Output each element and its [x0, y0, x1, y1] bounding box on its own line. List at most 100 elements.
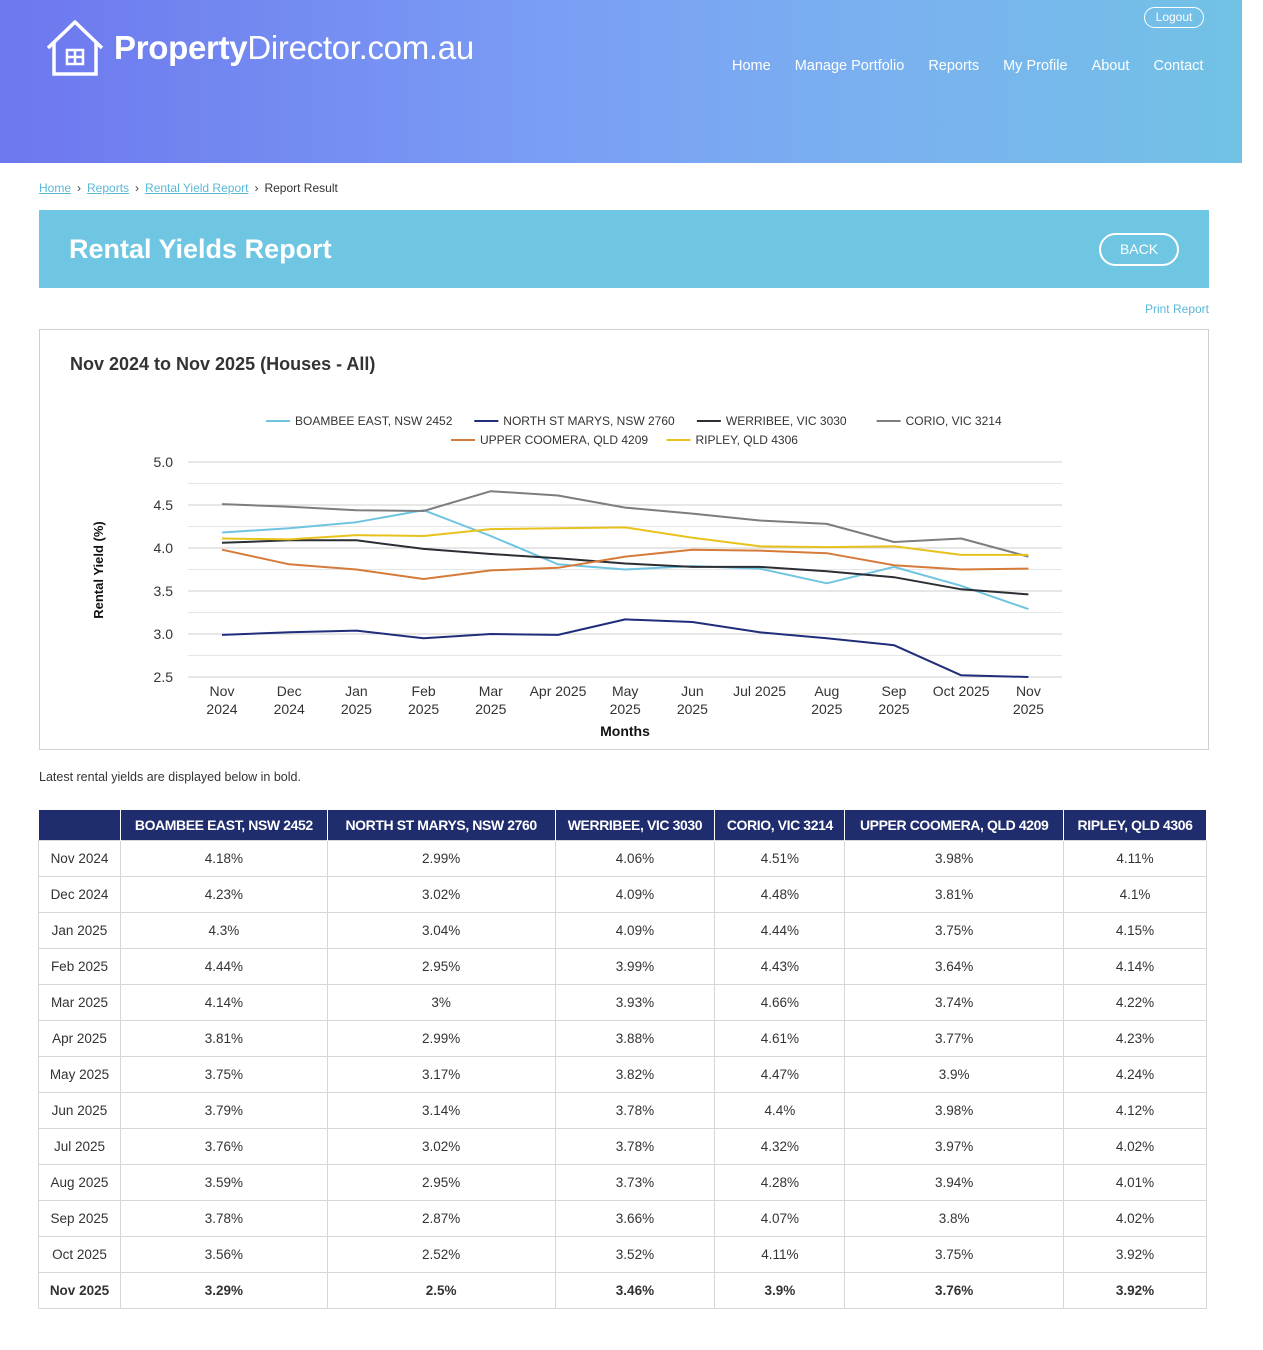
nav-my-profile[interactable]: My Profile	[1003, 58, 1068, 74]
yield-cell: 3.02%	[326, 1127, 556, 1165]
x-tick-label: 2024	[274, 701, 305, 717]
yield-cell: 3.94%	[844, 1163, 1065, 1201]
table-row: Sep 2025 3.78% 2.87% 3.66% 4.07% 3.8% 4.02%	[38, 1199, 1207, 1237]
row-month: Nov 2025	[38, 1271, 121, 1309]
report-banner: Rental Yields Report BACK	[39, 210, 1209, 288]
yield-cell: 3.9%	[844, 1055, 1065, 1093]
yield-cell: 3.76%	[844, 1271, 1065, 1309]
logout-button[interactable]: Logout	[1144, 7, 1204, 28]
yield-cell: 4.02%	[1063, 1199, 1207, 1237]
rental-yield-table: BOAMBEE EAST, NSW 2452 NORTH ST MARYS, NS…	[38, 810, 1207, 1309]
yield-cell: 4.32%	[714, 1127, 846, 1165]
table-row: Nov 2024 4.18% 2.99% 4.06% 4.51% 3.98% 4.11%	[38, 839, 1207, 877]
yield-cell: 3.02%	[326, 875, 556, 913]
column-header: CORIO, VIC 3214	[714, 810, 846, 840]
nav-home[interactable]: Home	[732, 58, 771, 74]
x-axis-title: Months	[600, 723, 650, 739]
legend-label: BOAMBEE EAST, NSW 2452	[295, 414, 453, 428]
yield-cell: 4.22%	[1063, 983, 1207, 1021]
x-tick-label: Oct 2025	[933, 683, 990, 699]
row-month: Jun 2025	[38, 1091, 121, 1129]
series-line	[221, 509, 1029, 611]
yield-cell: 3.97%	[844, 1127, 1065, 1165]
legend-label: WERRIBEE, VIC 3030	[726, 414, 847, 428]
table-row: Jun 2025 3.79% 3.14% 3.78% 4.4% 3.98% 4.12%	[38, 1091, 1207, 1129]
yield-cell: 3.92%	[1063, 1235, 1207, 1273]
x-tick-label: 2025	[811, 701, 842, 717]
yield-cell: 4.11%	[1063, 839, 1207, 877]
table-row: May 2025 3.75% 3.17% 3.82% 4.47% 3.9% 4.24%	[38, 1055, 1207, 1093]
house-logo-icon	[46, 20, 104, 76]
table-header-row: BOAMBEE EAST, NSW 2452 NORTH ST MARYS, NS…	[38, 810, 1207, 840]
nav-reports[interactable]: Reports	[928, 58, 980, 74]
breadcrumb-rental-yield-report[interactable]: Rental Yield Report	[145, 181, 249, 195]
x-tick-label: 2025	[610, 701, 641, 717]
x-tick-label: 2025	[408, 701, 439, 717]
yield-cell: 3.79%	[119, 1091, 328, 1129]
yield-cell: 4.14%	[119, 983, 328, 1021]
nav-about[interactable]: About	[1091, 58, 1130, 74]
table-row: Oct 2025 3.56% 2.52% 3.52% 4.11% 3.75% 3.92%	[38, 1235, 1207, 1273]
yield-cell: 2.52%	[326, 1235, 556, 1273]
yield-cell: 3.82%	[554, 1055, 716, 1093]
yield-cell: 3.88%	[554, 1019, 716, 1057]
table-row: Feb 2025 4.44% 2.95% 3.99% 4.43% 3.64% 4.14%	[38, 947, 1207, 985]
nav-contact[interactable]: Contact	[1153, 58, 1204, 74]
yield-cell: 4.1%	[1063, 875, 1207, 913]
yield-cell: 4.01%	[1063, 1163, 1207, 1201]
series-line	[221, 548, 1029, 580]
row-month: Apr 2025	[38, 1019, 121, 1057]
yield-cell: 2.95%	[326, 1163, 556, 1201]
yield-cell: 3.29%	[119, 1271, 328, 1309]
yield-cell: 4.18%	[119, 839, 328, 877]
nav-manage-portfolio[interactable]: Manage Portfolio	[794, 58, 905, 74]
yield-cell: 3.04%	[326, 911, 556, 949]
y-tick-label: 3.5	[154, 583, 174, 599]
y-tick-label: 3.0	[154, 626, 174, 642]
breadcrumb-reports[interactable]: Reports	[87, 181, 130, 195]
print-report-link[interactable]: Print Report	[1144, 302, 1209, 316]
legend-label: UPPER COOMERA, QLD 4209	[480, 433, 648, 447]
yield-cell: 3.81%	[119, 1019, 328, 1057]
yield-cell: 3.9%	[714, 1271, 846, 1309]
x-tick-label: Feb	[412, 683, 436, 699]
yield-cell: 2.99%	[326, 839, 556, 877]
column-header: WERRIBEE, VIC 3030	[555, 810, 716, 840]
yield-cell: 4.15%	[1063, 911, 1207, 949]
yield-cell: 4.14%	[1063, 947, 1207, 985]
breadcrumb-home[interactable]: Home	[39, 181, 72, 195]
page-title: Rental Yields Report	[69, 234, 332, 264]
row-month: Oct 2025	[38, 1235, 121, 1273]
yield-cell: 4.66%	[714, 983, 846, 1021]
x-tick-label: Nov	[210, 683, 235, 699]
y-tick-label: 5.0	[154, 454, 174, 470]
x-tick-label: 2024	[206, 701, 237, 717]
yield-cell: 3.93%	[554, 983, 716, 1021]
yield-cell: 4.24%	[1063, 1055, 1207, 1093]
y-axis-title: Rental Yield (%)	[91, 521, 106, 619]
table-row: Jan 2025 4.3% 3.04% 4.09% 4.44% 3.75% 4.15%	[38, 911, 1207, 949]
x-tick-label: Jun	[681, 683, 704, 699]
table-row: Aug 2025 3.59% 2.95% 3.73% 4.28% 3.94% 4.01%	[38, 1163, 1207, 1201]
column-header: RIPLEY, QLD 4306	[1063, 810, 1207, 840]
site-logo[interactable]: PropertyDirector.com.au	[44, 18, 474, 76]
brand-name: PropertyDirector.com.au	[114, 31, 474, 64]
yield-cell: 3.75%	[844, 911, 1065, 949]
legend-label: RIPLEY, QLD 4306	[695, 433, 798, 447]
back-button[interactable]: BACK	[1099, 233, 1179, 266]
chart-panel: Nov 2024 to Nov 2025 (Houses - All) 5.0 4…	[39, 329, 1209, 750]
yield-cell: 3.66%	[554, 1199, 716, 1237]
yield-cell: 3.98%	[844, 1091, 1065, 1129]
yield-cell: 3.78%	[119, 1199, 328, 1237]
yield-cell: 2.95%	[326, 947, 556, 985]
yield-cell: 3.92%	[1063, 1271, 1207, 1309]
yield-cell: 4.4%	[714, 1091, 846, 1129]
row-month: Mar 2025	[38, 983, 121, 1021]
x-tick-label: Jul 2025	[733, 683, 786, 699]
yield-cell: 3.74%	[844, 983, 1065, 1021]
yield-cell: 3.76%	[119, 1127, 328, 1165]
yield-cell: 3.98%	[844, 839, 1065, 877]
row-month: Dec 2024	[38, 875, 121, 913]
x-tick-label: Apr 2025	[530, 683, 587, 699]
legend-label: CORIO, VIC 3214	[906, 414, 1002, 428]
